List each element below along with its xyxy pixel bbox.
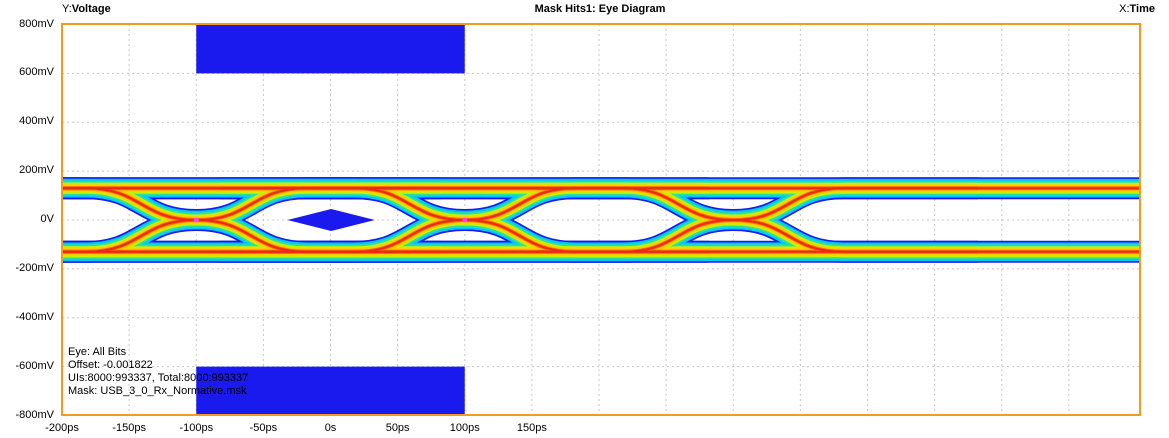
y-tick-label: -200mV: [15, 261, 54, 274]
y-tick-label: -800mV: [15, 408, 54, 421]
y-tick-label: -600mV: [15, 359, 54, 372]
eye-density: [62, 177, 1140, 263]
x-tick-label: -150ps: [112, 422, 146, 434]
mask-regions: [196, 24, 465, 415]
x-tick-label: 50ps: [385, 422, 410, 434]
y-tick-label: 800mV: [19, 17, 54, 30]
y-axis-title: Voltage: [71, 3, 111, 15]
chart-title: Mask Hits1: Eye Diagram: [534, 3, 666, 15]
x-tick-label: 150ps: [516, 422, 547, 434]
x-tick-label: 100ps: [449, 422, 480, 434]
info-mask: Mask: USB_3_0_Rx_Normative.msk: [68, 385, 247, 397]
y-tick-label: 0V: [40, 213, 54, 225]
eye-crossing-marker: [193, 217, 199, 223]
y-tick-label: 600mV: [19, 66, 54, 79]
x-axis-header: X:Time: [1119, 3, 1155, 15]
mask-top-region: [196, 24, 465, 74]
y-tick-label: -400mV: [15, 310, 54, 323]
mask-bottom-region: [196, 366, 465, 415]
y-tick-label: 400mV: [19, 115, 54, 128]
x-axis-title: Time: [1129, 3, 1155, 15]
x-tick-label: -50ps: [249, 422, 278, 434]
y-axis-header: Y:Voltage: [62, 3, 111, 15]
plot-frame: [61, 23, 1141, 416]
eye-falling-trace: [220, 187, 1140, 253]
x-axis-prefix: X:: [1119, 3, 1130, 15]
x-tick-label: 0s: [324, 422, 337, 434]
info-uis: UIs:8000:993337, Total:8000:993337: [68, 372, 249, 384]
eye-crossing-marker: [462, 217, 468, 223]
mask-center-diamond: [287, 209, 375, 231]
y-tick-label: 200mV: [19, 164, 54, 177]
x-tick-label: -200ps: [45, 422, 79, 434]
y-axis-prefix: Y:: [62, 3, 72, 15]
info-offset: Offset: -0.001822: [68, 359, 153, 371]
x-tick-label: -100ps: [179, 422, 214, 434]
info-eye: Eye: All Bits: [68, 346, 127, 358]
